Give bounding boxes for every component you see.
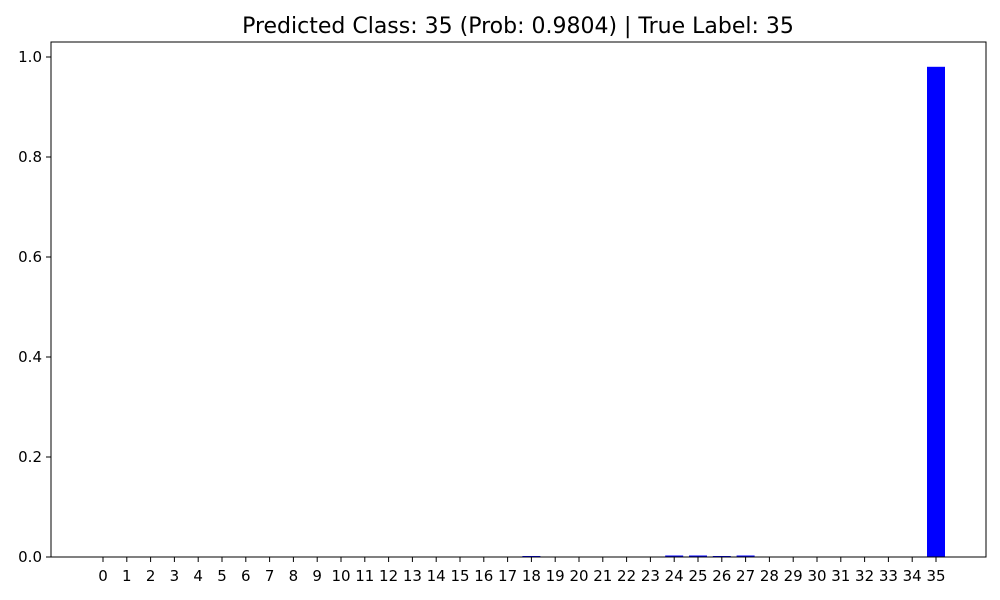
x-tick-label: 27 [736, 567, 755, 585]
bar-class-27 [736, 555, 755, 557]
x-tick-label: 11 [355, 567, 374, 585]
x-tick-label: 4 [193, 567, 203, 585]
x-tick-label: 33 [879, 567, 898, 585]
x-tick-label: 18 [522, 567, 541, 585]
x-tick-label: 14 [427, 567, 446, 585]
bars-group [522, 66, 945, 558]
x-tick-label: 7 [265, 567, 275, 585]
x-tick-label: 25 [688, 567, 707, 585]
x-tick-label: 3 [170, 567, 180, 585]
x-tick-label: 23 [641, 567, 660, 585]
x-tick-label: 6 [241, 567, 251, 585]
x-tick-label: 10 [331, 567, 350, 585]
x-tick-label: 0 [98, 567, 108, 585]
y-tick-label: 0.2 [18, 448, 42, 466]
x-tick-label: 35 [926, 567, 945, 585]
x-tick-label: 16 [474, 567, 493, 585]
bar-class-25 [689, 555, 707, 557]
chart-title: Predicted Class: 35 (Prob: 0.9804) | Tru… [242, 14, 794, 39]
y-tick-label: 0.0 [18, 548, 42, 566]
x-tick-label: 2 [146, 567, 156, 585]
x-tick-label: 1 [122, 567, 132, 585]
x-tick-label: 17 [498, 567, 517, 585]
x-tick-label: 21 [593, 567, 612, 585]
x-tick-label: 12 [379, 567, 398, 585]
x-tick-label: 31 [831, 567, 850, 585]
y-tick-label: 0.6 [18, 248, 42, 266]
x-tick-label: 15 [450, 567, 469, 585]
x-tick-label: 22 [617, 567, 636, 585]
x-tick-label: 29 [784, 567, 803, 585]
x-tick-label: 26 [712, 567, 731, 585]
x-tick-label: 13 [403, 567, 422, 585]
y-tick-label: 1.0 [18, 48, 42, 66]
x-tick-label: 28 [760, 567, 779, 585]
x-axis-ticks: 0 1 2 3 4 5 6 7 8 9 10 11 12 13 14 15 16 17 18 19 20 21 22 23 24… [98, 557, 946, 585]
x-tick-label: 30 [807, 567, 826, 585]
x-tick-label: 34 [903, 567, 922, 585]
x-tick-label: 5 [217, 567, 227, 585]
plot-frame [50, 41, 987, 558]
bar-class-24 [665, 555, 684, 557]
x-tick-label: 9 [312, 567, 322, 585]
y-tick-label: 0.8 [18, 148, 42, 166]
x-tick-label: 19 [546, 567, 565, 585]
y-axis-ticks: 0.0 0.2 0.4 0.6 0.8 1.0 [18, 48, 51, 566]
x-tick-label: 32 [855, 567, 874, 585]
x-tick-label: 8 [289, 567, 299, 585]
bar-class-35 [927, 66, 945, 558]
x-tick-label: 24 [665, 567, 684, 585]
x-tick-label: 20 [569, 567, 588, 585]
y-tick-label: 0.4 [18, 348, 42, 366]
